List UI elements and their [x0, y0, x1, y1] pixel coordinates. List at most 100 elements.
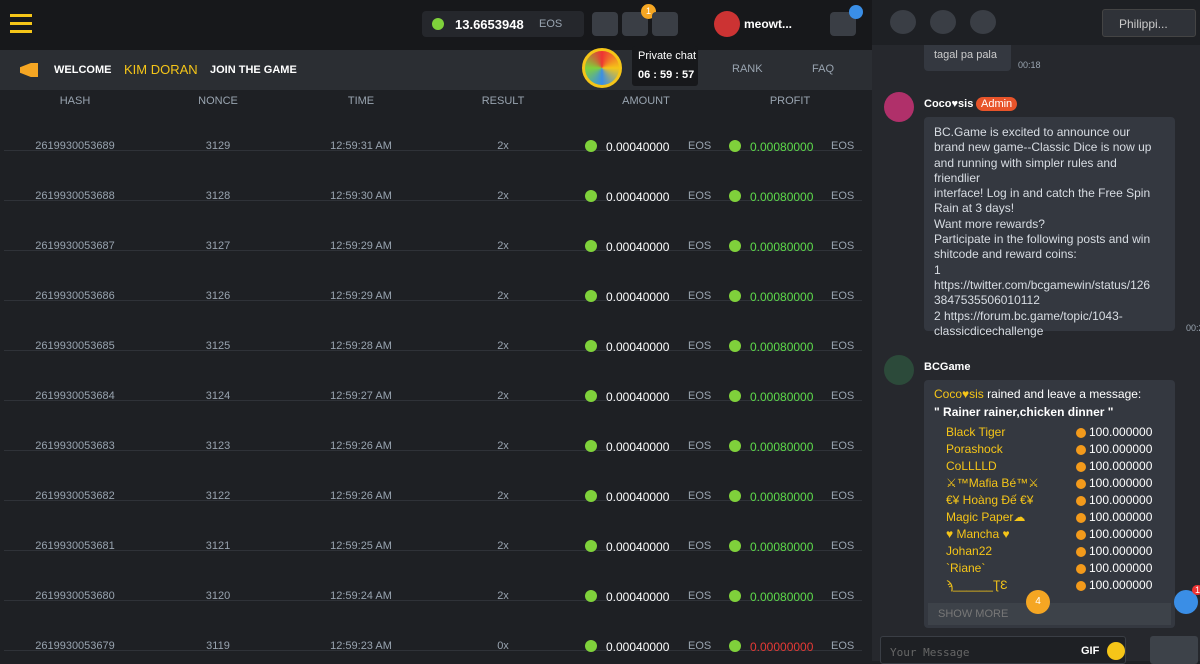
message-input[interactable]: Your Message GIF — [880, 636, 1126, 664]
profit: 0.00080000 — [750, 290, 814, 304]
avatar[interactable] — [714, 11, 740, 37]
wallet-button[interactable] — [592, 12, 618, 36]
spin-wheel[interactable] — [582, 48, 622, 88]
hot-tab[interactable] — [930, 10, 956, 34]
coin-icon — [585, 340, 597, 352]
message-button[interactable] — [652, 12, 678, 36]
winner: `Riane` 100.000000 — [934, 561, 1165, 578]
timer: 06 : 59 : 57 — [638, 69, 695, 81]
currency: EOS — [831, 340, 855, 352]
result: 2x — [497, 190, 509, 202]
winner: CoLLLLD 100.000000 — [934, 459, 1165, 476]
send-button[interactable] — [1150, 636, 1198, 664]
winner-amount: 100.000000 — [1089, 561, 1153, 575]
admin-badge: Admin — [976, 97, 1018, 111]
coin-icon — [729, 640, 741, 652]
currency: EOS — [831, 540, 855, 552]
coin-icon — [585, 140, 597, 152]
coin-icon — [729, 590, 741, 602]
currency: EOS — [688, 140, 712, 152]
tooltip-text: Private chat — [638, 50, 697, 62]
message-time: 00:18 — [1018, 60, 1041, 70]
nonce: 3119 — [206, 640, 230, 652]
coin-icon — [585, 440, 597, 452]
winner: Magic Paper☁ 100.000000 — [934, 510, 1165, 527]
menu-button[interactable] — [10, 14, 32, 17]
coin-icon — [729, 240, 741, 252]
coin-icon — [729, 390, 741, 402]
hash: 2619930053681 — [35, 540, 115, 552]
time: 12:59:29 AM — [330, 290, 392, 302]
time: 12:59:23 AM — [330, 640, 392, 652]
currency: EOS — [539, 18, 563, 30]
welcome-bar: WELCOME KIM DORAN JOIN THE GAME Private … — [0, 46, 872, 90]
bot-username: BCGame — [924, 361, 971, 373]
mention-icon — [849, 5, 863, 19]
winner-name: `Riane` — [946, 561, 986, 575]
column-header: TIME — [347, 95, 375, 107]
coin-icon — [585, 540, 597, 552]
time: 12:59:25 AM — [330, 540, 392, 552]
result: 2x — [497, 440, 509, 452]
result: 2x — [497, 240, 509, 252]
winner-name: Black Tiger — [946, 425, 1006, 439]
winner-amount: 100.000000 — [1089, 527, 1153, 541]
currency: EOS — [831, 140, 855, 152]
column-header: HASH — [59, 95, 91, 107]
amount: 0.00040000 — [606, 640, 670, 654]
currency: EOS — [831, 290, 855, 302]
result: 2x — [497, 490, 509, 502]
coin-icon — [1076, 513, 1086, 523]
winner: Porashock 100.000000 — [934, 442, 1165, 459]
language-select[interactable]: Philippi... — [1102, 9, 1196, 37]
nonce: 3128 — [205, 190, 231, 202]
currency: EOS — [688, 590, 712, 602]
rain-bubble: Coco♥sis rained and leave a message: " R… — [924, 380, 1175, 628]
unread-badge: 4 — [1026, 590, 1050, 614]
trophy-tab[interactable] — [970, 10, 996, 34]
nonce: 3122 — [205, 490, 231, 502]
result: 2x — [497, 540, 509, 552]
coin-icon — [729, 290, 741, 302]
time: 12:59:26 AM — [330, 490, 392, 502]
balance: 13.6653948 — [455, 17, 524, 32]
message-line: 1 — [934, 262, 941, 277]
currency: EOS — [831, 190, 855, 202]
username[interactable]: meowt... — [744, 17, 793, 31]
winner: €¥ Hoàng Đế €¥ 100.000000 — [934, 493, 1165, 510]
coin-icon — [585, 590, 597, 602]
row-divider — [4, 600, 862, 601]
nonce: 3129 — [205, 140, 231, 152]
gif-button[interactable]: GIF — [1081, 645, 1100, 657]
profit: 0.00080000 — [750, 490, 814, 504]
row-divider — [4, 450, 862, 451]
message-line: shitcode and reward coins: — [934, 247, 1077, 262]
time: 12:59:30 AM — [330, 190, 392, 202]
time: 12:59:26 AM — [330, 440, 392, 452]
top-bar: 13.6653948 EOS 1 meowt... — [0, 0, 872, 50]
coin-icon — [729, 190, 741, 202]
message-line: BC.Game is excited to announce our — [934, 125, 1131, 139]
emoji-button[interactable] — [1107, 642, 1125, 660]
winner-amount: 100.000000 — [1089, 442, 1153, 456]
winner-amount: 100.000000 — [1089, 578, 1153, 592]
amount: 0.00040000 — [606, 590, 670, 604]
winner-name: Magic Paper☁ — [946, 510, 1026, 524]
balance-box[interactable]: 13.6653948 EOS — [422, 11, 584, 37]
hash: 2619930053683 — [35, 440, 115, 452]
message-line: Rain at 3 days! — [934, 201, 1015, 216]
coin-icon — [585, 290, 597, 302]
winner-name: ϡ______ƮƐ — [946, 578, 1008, 592]
winner-name: ⚔™Mafia Bé™⚔ — [946, 476, 1039, 490]
rank-link[interactable]: RANK — [732, 63, 763, 75]
show-more[interactable]: SHOW MORE — [928, 603, 1171, 625]
chat-tab[interactable] — [890, 10, 916, 34]
coin-icon — [1076, 445, 1086, 455]
input-placeholder: Your Message — [890, 646, 970, 659]
coin-icon — [585, 390, 597, 402]
winner-name: €¥ Hoàng Đế €¥ — [946, 493, 1034, 507]
chat-header: Philippi... — [872, 0, 1200, 45]
faq-link[interactable]: FAQ — [812, 63, 835, 75]
coin-icon — [585, 240, 597, 252]
rain-sender: Coco♥sis — [934, 387, 984, 401]
